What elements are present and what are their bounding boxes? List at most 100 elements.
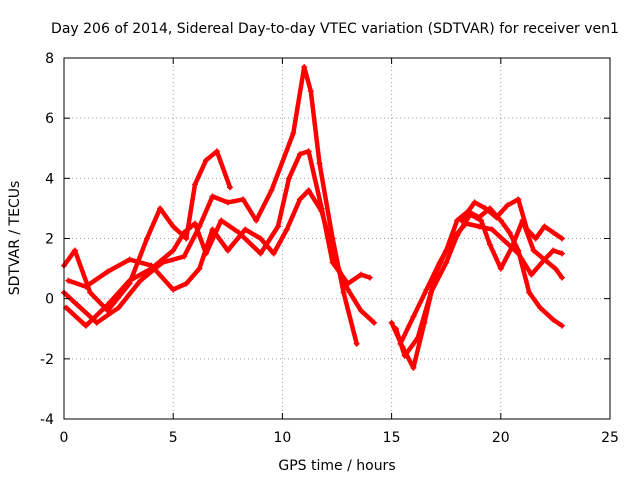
data-point <box>552 265 559 272</box>
data-point <box>74 301 81 308</box>
data-point <box>366 274 373 281</box>
data-point <box>458 217 465 224</box>
data-point <box>126 256 133 263</box>
data-point <box>550 316 557 323</box>
data-point <box>296 151 303 158</box>
data-point <box>358 307 365 314</box>
data-point <box>170 247 177 254</box>
data-point <box>242 226 249 233</box>
series-line <box>61 64 359 347</box>
data-point <box>209 226 216 233</box>
data-point <box>270 250 277 257</box>
data-point <box>170 286 177 293</box>
data-point <box>104 301 111 308</box>
data-point <box>87 289 94 296</box>
data-point <box>471 199 478 206</box>
data-point <box>253 217 260 224</box>
chart-title: Day 206 of 2014, Sidereal Day-to-day VTE… <box>51 21 619 37</box>
data-point <box>305 187 312 194</box>
data-point <box>275 223 282 230</box>
data-point <box>558 322 565 329</box>
data-point <box>301 64 308 71</box>
series-line <box>389 206 565 371</box>
data-point <box>224 247 231 254</box>
data-point <box>240 196 247 203</box>
data-point <box>489 226 496 233</box>
data-point <box>550 229 557 236</box>
data-point <box>192 220 199 227</box>
x-tick-label: 0 <box>60 430 69 446</box>
data-point <box>436 259 443 266</box>
data-point <box>183 235 190 242</box>
y-tick-label: 0 <box>45 292 54 308</box>
data-point <box>196 265 203 272</box>
data-point <box>497 265 504 272</box>
data-point <box>443 259 450 266</box>
data-point <box>532 235 539 242</box>
data-point <box>93 319 100 326</box>
data-point <box>558 274 565 281</box>
data-point <box>143 235 150 242</box>
data-point <box>526 289 533 296</box>
series-sat-h <box>458 196 565 242</box>
x-tick-label: 25 <box>601 430 619 446</box>
data-point <box>202 157 209 164</box>
data-point <box>183 280 190 287</box>
data-point <box>104 268 111 275</box>
data-point <box>550 247 557 254</box>
axis-ticks: 0 5 10 15 20 25 -4 -2 0 2 4 6 8 <box>40 51 619 446</box>
data-point <box>65 277 72 284</box>
data-point <box>257 250 264 257</box>
data-point <box>283 226 290 233</box>
data-point <box>285 175 292 182</box>
data-point <box>82 322 89 329</box>
data-point <box>449 235 456 242</box>
series-sat-d <box>65 187 378 326</box>
data-point <box>502 238 509 245</box>
data-point <box>537 304 544 311</box>
data-point <box>397 340 404 347</box>
data-point <box>515 196 522 203</box>
data-point <box>115 304 122 311</box>
data-point <box>82 283 89 290</box>
data-point <box>486 241 493 248</box>
data-point <box>506 229 513 236</box>
data-point <box>305 148 312 155</box>
data-point <box>148 262 155 269</box>
x-tick-label: 15 <box>383 430 401 446</box>
data-point <box>213 148 220 155</box>
data-point <box>371 319 378 326</box>
data-point <box>414 334 421 341</box>
series-line <box>393 212 565 359</box>
data-point <box>478 217 485 224</box>
data-point <box>524 226 531 233</box>
data-point <box>493 214 500 221</box>
data-point <box>137 277 144 284</box>
data-point <box>268 187 275 194</box>
data-point <box>392 325 399 332</box>
data-point <box>316 160 323 167</box>
data-point <box>410 313 417 320</box>
x-tick-label: 5 <box>169 430 178 446</box>
data-point <box>515 250 522 257</box>
data-point <box>530 247 537 254</box>
series-group <box>61 64 565 371</box>
y-tick-label: -4 <box>40 412 54 428</box>
data-point <box>192 181 199 188</box>
data-point <box>157 205 164 212</box>
data-point <box>388 319 395 326</box>
x-tick-label: 20 <box>492 430 510 446</box>
data-point <box>475 223 482 230</box>
data-point <box>353 340 360 347</box>
series-sat-g <box>397 220 565 347</box>
data-point <box>423 286 430 293</box>
data-point <box>181 253 188 260</box>
data-point <box>71 247 78 254</box>
data-point <box>224 199 231 206</box>
data-point <box>331 256 338 263</box>
series-sat-a <box>61 148 233 314</box>
data-point <box>318 208 325 215</box>
series-line <box>398 221 565 347</box>
data-point <box>541 223 548 230</box>
